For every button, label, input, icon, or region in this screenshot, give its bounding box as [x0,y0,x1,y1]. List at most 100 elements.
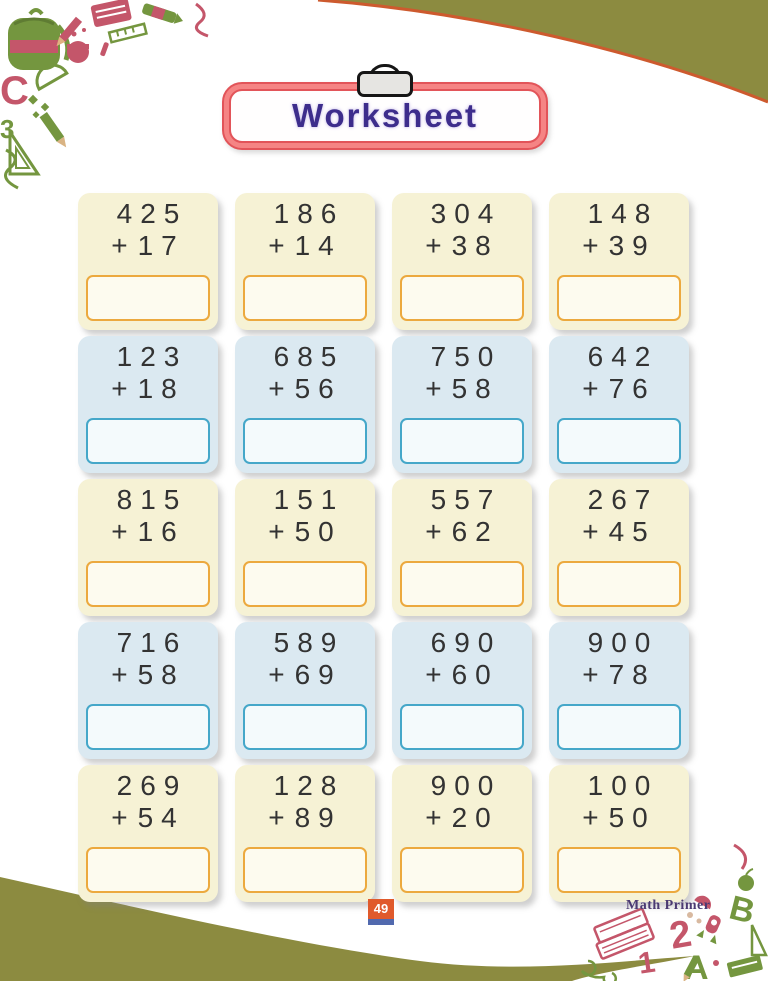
addend-bottom-line: +18 [111,373,185,405]
answer-input-box[interactable] [86,704,210,750]
addend-top: 128 [273,770,345,801]
addend-bottom-line: +16 [111,516,185,548]
addend-top: 557 [430,484,502,515]
answer-input-box[interactable] [400,704,524,750]
addend-top: 267 [587,484,659,515]
answer-input-box[interactable] [243,704,367,750]
addend-top: 690 [430,627,502,658]
addend-bottom-line: +54 [111,802,185,834]
problem-card: 304 +38 [392,193,532,330]
addend-top: 269 [116,770,188,801]
addend-bottom-line: +50 [268,516,342,548]
problem-card: 716 +58 [78,622,218,759]
addend-bottom: 56 [294,373,342,404]
answer-input-box[interactable] [243,847,367,893]
addend-bottom-line: +20 [425,802,499,834]
addend-top: 100 [587,770,659,801]
answer-input-box[interactable] [243,275,367,321]
plus-operator: + [582,802,607,833]
addend-bottom-line: +39 [582,230,656,262]
addend-top: 716 [116,627,188,658]
answer-input-box[interactable] [243,418,367,464]
addend-bottom-line: +62 [425,516,499,548]
problem-card: 557 +62 [392,479,532,616]
problem-card: 815 +16 [78,479,218,616]
problem-card: 128 +89 [235,765,375,902]
letter-c-doodle: C [0,69,29,113]
book-icon [90,0,132,27]
problem-card: 642 +76 [549,336,689,473]
squiggle-icon [194,2,209,38]
page-badge-strip [368,919,394,925]
addend-bottom: 18 [137,373,185,404]
problem-card: 750 +58 [392,336,532,473]
problem-card: 589 +69 [235,622,375,759]
plus-operator: + [268,230,293,261]
plus-operator: + [268,659,293,690]
plus-operator: + [582,659,607,690]
letter-b-doodle: B [726,889,759,932]
answer-input-box[interactable] [557,275,681,321]
addend-top: 589 [273,627,345,658]
letter-a-doodle: A [684,949,709,981]
addend-top: 148 [587,198,659,229]
addend-bottom: 69 [294,659,342,690]
addend-top: 685 [273,341,345,372]
plus-operator: + [582,516,607,547]
answer-input-box[interactable] [557,561,681,607]
answer-input-box[interactable] [86,847,210,893]
answer-input-box[interactable] [557,847,681,893]
answer-input-box[interactable] [400,847,524,893]
answer-input-box[interactable] [86,561,210,607]
plus-operator: + [425,659,450,690]
plus-operator: + [111,373,136,404]
problem-card: 269 +54 [78,765,218,902]
title-inner-panel: Worksheet [229,89,541,143]
addend-bottom: 17 [137,230,185,261]
pencil-icon [56,16,83,47]
marker-icon [100,42,109,57]
problems-grid: 425 +17 186 +14 304 +38 148 +39 123 +18 … [78,193,689,902]
problem-card: 690 +60 [392,622,532,759]
plus-operator: + [111,802,136,833]
backpack-icon [8,8,71,70]
dot-icon [696,918,702,924]
addend-top: 815 [116,484,188,515]
number-1-doodle: 1 [636,946,657,981]
addend-bottom: 89 [294,802,342,833]
answer-input-box[interactable] [400,418,524,464]
answer-input-box[interactable] [557,418,681,464]
page-number: 49 [368,899,394,919]
problem-card: 900 +78 [549,622,689,759]
addend-top: 186 [273,198,345,229]
answer-input-box[interactable] [243,561,367,607]
addend-bottom-line: +17 [111,230,185,262]
paint-pot-icon [67,28,89,63]
addend-bottom: 16 [137,516,185,547]
triangle-ruler-small-icon [750,924,768,957]
answer-input-box[interactable] [400,561,524,607]
addend-bottom-line: +58 [425,373,499,405]
addend-bottom: 54 [137,802,185,833]
pencil-small-icon [683,956,700,981]
plus-operator: + [582,230,607,261]
addend-bottom: 14 [294,230,342,261]
answer-input-box[interactable] [86,275,210,321]
problem-card: 425 +17 [78,193,218,330]
plus-operator: + [111,230,136,261]
plus-operator: + [425,802,450,833]
addend-bottom: 78 [608,659,656,690]
answer-input-box[interactable] [557,704,681,750]
addend-bottom: 58 [451,373,499,404]
number-2-doodle: 2 [667,913,695,958]
squiggle-loops-icon [580,959,617,981]
addend-bottom: 58 [137,659,185,690]
answer-input-box[interactable] [400,275,524,321]
addend-bottom: 50 [294,516,342,547]
answer-input-box[interactable] [86,418,210,464]
dot-icon [713,960,719,966]
plus-operator: + [425,373,450,404]
addend-top: 304 [430,198,502,229]
squiggle-green-icon [4,148,19,190]
problem-card: 900 +20 [392,765,532,902]
